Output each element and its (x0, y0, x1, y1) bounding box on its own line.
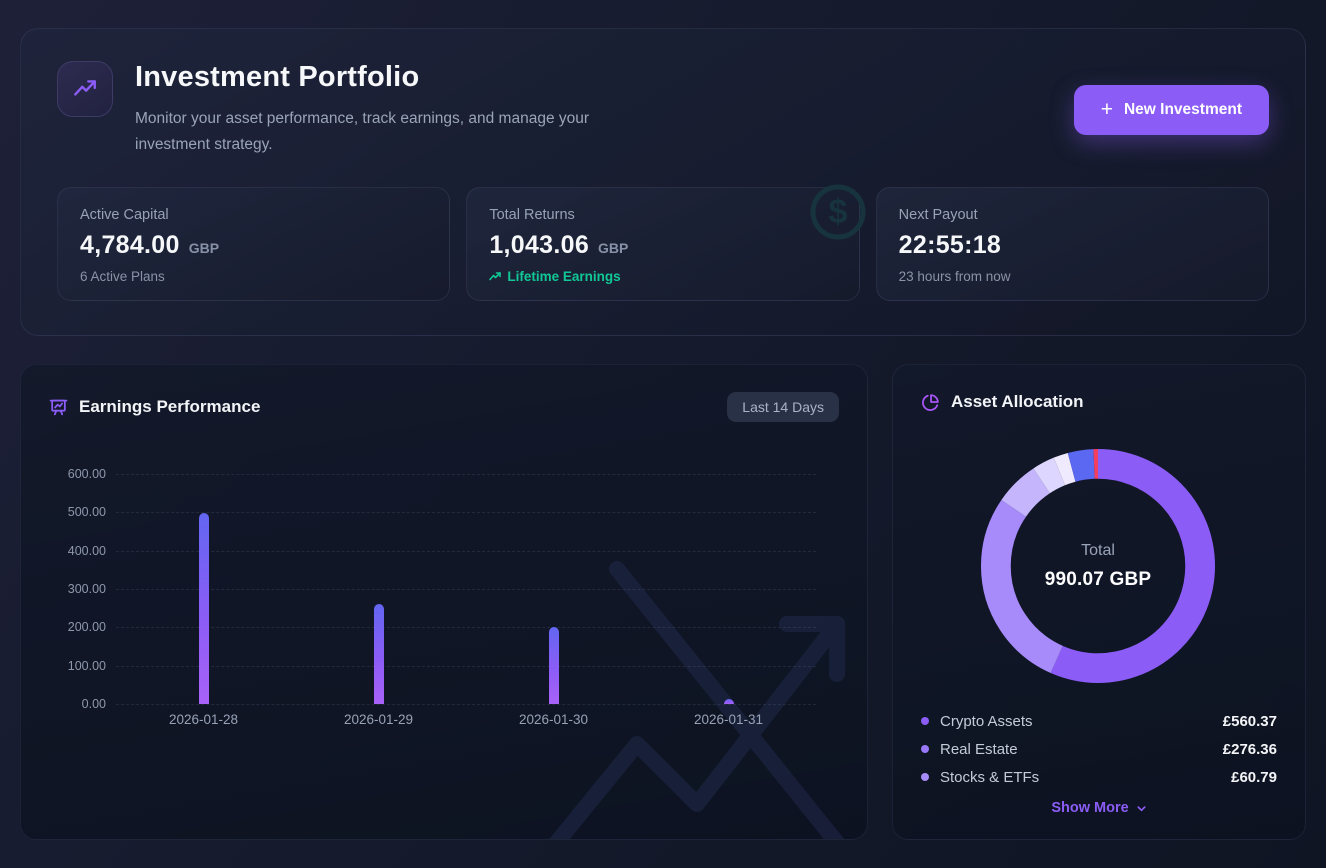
show-more-link[interactable]: Show More (893, 797, 1305, 819)
legend-name: Stocks & ETFs (940, 768, 1040, 786)
x-axis-label: 2026-01-30 (518, 712, 589, 727)
new-investment-label: New Investment (1123, 101, 1242, 118)
stat-label: Active Capital (80, 207, 169, 223)
stat-value: 1,043.06 (489, 231, 590, 259)
gridline: 300.00 (68, 582, 816, 596)
allocation-legend: Crypto Assets £560.37 Real Estate £276.36 St… (921, 707, 1277, 791)
stat-label: Total Returns (489, 207, 575, 223)
legend-dot (921, 745, 929, 753)
bar-cell (641, 474, 816, 704)
stat-value: 22:55:18 (898, 231, 1002, 259)
stat-subtext-lifetime-earnings: Lifetime Earnings (489, 269, 836, 284)
trending-up-icon (57, 61, 113, 117)
pie-chart-icon (921, 393, 940, 412)
x-axis-label: 2026-01-28 (168, 712, 239, 727)
stat-subtext: 6 Active Plans (80, 269, 165, 284)
plus-icon: + (1100, 97, 1113, 121)
allocation-title: Asset Allocation (951, 392, 1084, 411)
legend-name: Crypto Assets (940, 712, 1033, 730)
stat-card-next-payout: Next Payout 22:55:18 23 hours from now (875, 187, 1269, 301)
gridline: 400.00 (68, 544, 816, 558)
show-more-label: Show More (1051, 800, 1129, 816)
page-title: Investment Portfolio (135, 61, 420, 93)
earnings-performance-card: Earnings Performance Last 14 Days 600.00… (20, 364, 868, 840)
legend-row-real-estate: Real Estate £276.36 (921, 735, 1277, 763)
legend-amount: £60.79 (1231, 768, 1277, 786)
earnings-plot: 600.00 500.00 400.00 300.00 200.00 100.00 0.00 (68, 467, 816, 711)
y-axis-tick: 400.00 (67, 543, 106, 558)
range-badge[interactable]: Last 14 Days (727, 392, 839, 422)
legend-amount: £276.36 (1222, 740, 1277, 758)
stat-currency: GBP (598, 240, 629, 256)
bar-cell (466, 474, 641, 704)
y-axis-tick: 0.00 (81, 697, 106, 711)
x-axis-label: 2026-01-29 (343, 712, 414, 727)
presentation-chart-icon (49, 398, 68, 417)
donut-segment-hidden-slice-4[interactable] (980, 448, 1216, 684)
gridline: 600.00 (68, 467, 816, 481)
stat-label: Next Payout (898, 207, 978, 223)
allocation-donut: Total 990.07 GBP (979, 447, 1217, 685)
y-axis-tick: 200.00 (67, 620, 106, 635)
stat-card-active-capital: Active Capital 4,784.00 GBP 6 Active Pla… (57, 187, 451, 301)
earnings-bar-2026-01-31[interactable] (723, 699, 734, 704)
gridline: 500.00 (68, 505, 816, 519)
y-axis-tick: 600.00 (67, 467, 106, 481)
chevron-down-icon (1137, 805, 1146, 811)
stat-currency: GBP (188, 240, 220, 256)
earnings-bar-2026-01-29[interactable] (373, 603, 384, 704)
gridline: 100.00 (68, 659, 816, 673)
y-axis-tick: 500.00 (67, 505, 106, 520)
zigzag-chart-watermark (549, 561, 845, 839)
legend-row-crypto-assets: Crypto Assets £560.37 (921, 707, 1277, 735)
legend-dot (921, 773, 929, 781)
legend-amount: £560.37 (1222, 712, 1277, 730)
stat-value: 4,784.00 (80, 231, 180, 259)
stat-subtext-label: Lifetime Earnings (507, 269, 621, 284)
legend-name: Real Estate (940, 740, 1018, 758)
new-investment-button[interactable]: + New Investment (1073, 85, 1269, 135)
earnings-x-labels: 2026-01-28 2026-01-29 2026-01-30 2026-01-31 (116, 712, 816, 727)
y-axis-tick: 300.00 (67, 582, 106, 596)
stat-card-total-returns: Total Returns 1,043.06 GBP Lifetime Earn… (466, 187, 860, 301)
trend-up-small-icon (489, 271, 502, 280)
earnings-title: Earnings Performance (79, 397, 261, 416)
gridline: 200.00 (68, 620, 816, 634)
page-subtitle: Monitor your asset performance, track ea… (135, 110, 590, 153)
legend-row-stocks-etfs: Stocks & ETFs £60.79 (921, 763, 1277, 791)
portfolio-header-panel: Investment Portfolio Monitor your asset … (20, 28, 1306, 336)
asset-allocation-card: Asset Allocation Total 990.07 GBP Crypto… (892, 364, 1306, 840)
gridline: 0.00 (82, 697, 816, 711)
earnings-bar-2026-01-28[interactable] (198, 513, 209, 704)
donut-segment-real-estate[interactable] (980, 448, 1216, 684)
stats-row: Active Capital 4,784.00 GBP 6 Active Pla… (57, 187, 1269, 301)
y-axis-tick: 100.00 (67, 658, 106, 673)
legend-dot (921, 717, 929, 725)
earnings-bar-2026-01-30[interactable] (548, 627, 559, 704)
x-axis-label: 2026-01-31 (693, 712, 764, 727)
stat-subtext: 23 hours from now (898, 269, 1011, 284)
bar-cell (291, 474, 466, 704)
bar-cell (116, 474, 291, 704)
